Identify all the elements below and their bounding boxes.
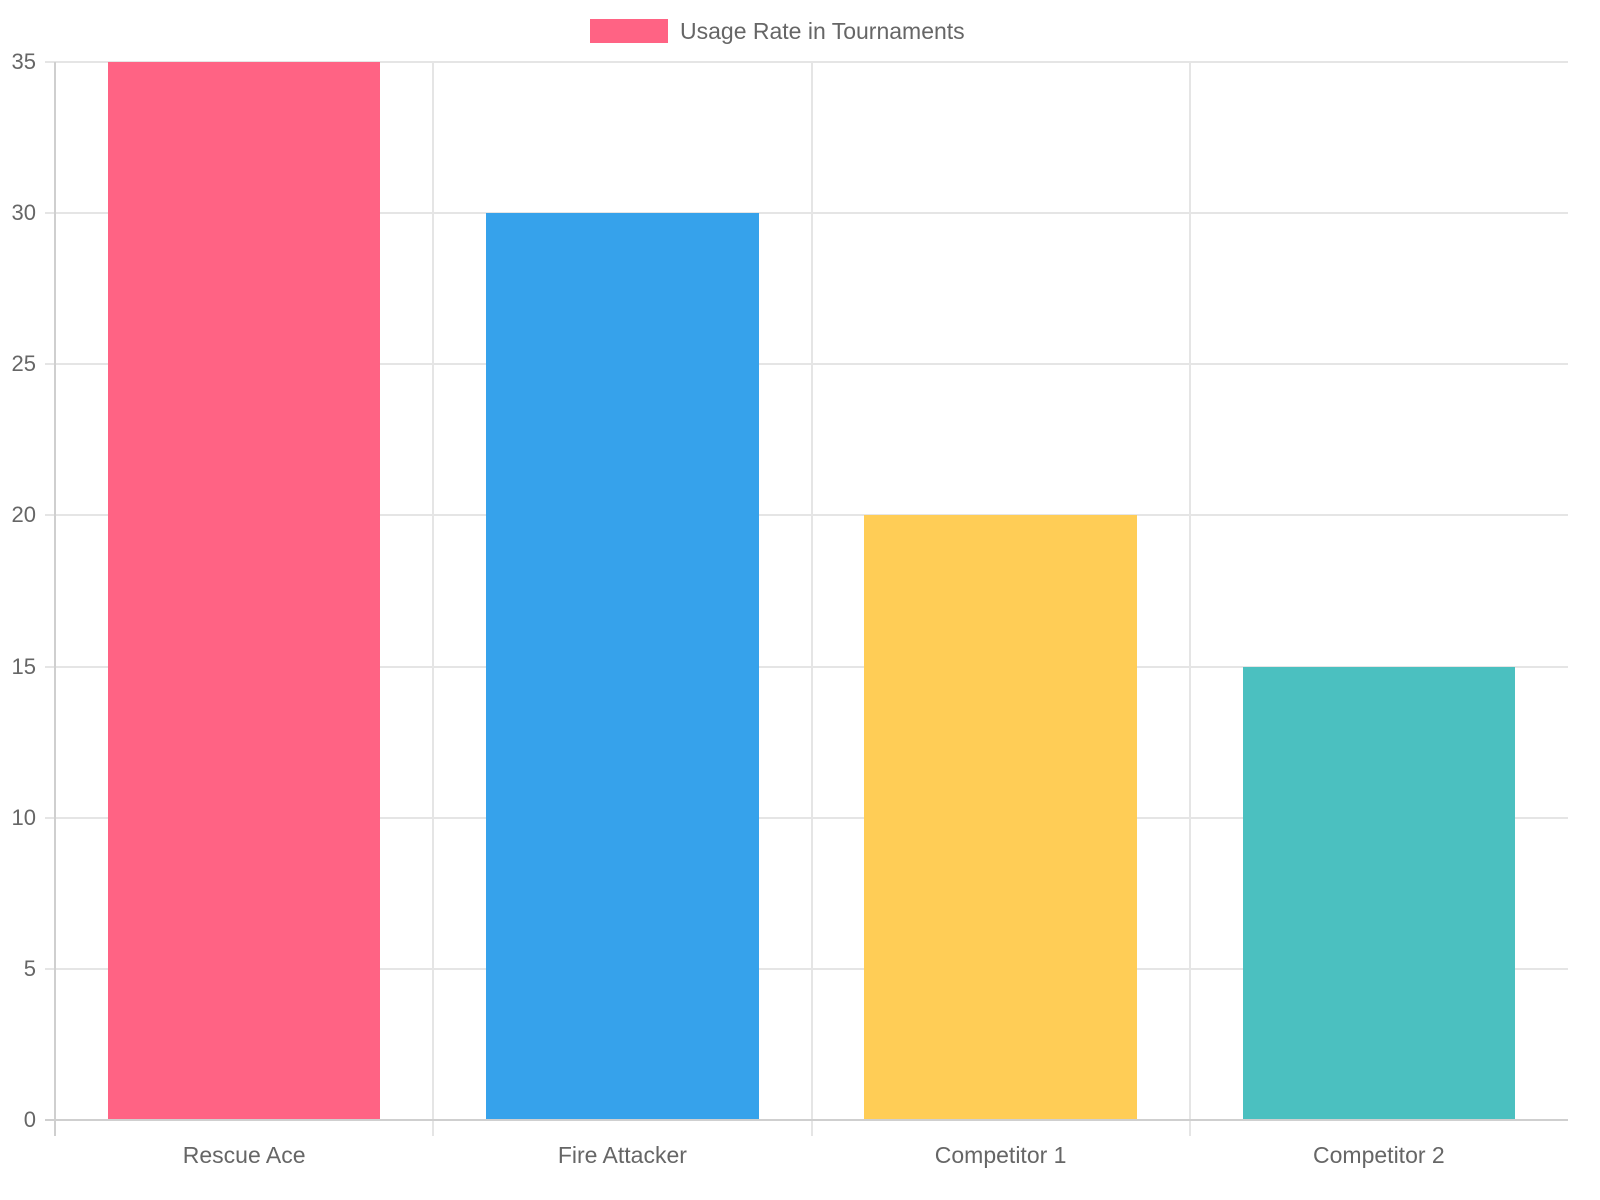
vertical-gridline — [1188, 62, 1191, 1136]
y-tick-label: 25 — [11, 351, 36, 377]
horizontal-gridline — [45, 363, 1568, 366]
x-axis-line — [45, 1119, 1568, 1121]
x-tick-label: Rescue Ace — [182, 1142, 306, 1168]
legend-swatch — [590, 19, 668, 43]
y-tick-label: 5 — [23, 955, 36, 981]
y-tick-label: 35 — [11, 49, 36, 74]
legend-label: Usage Rate in Tournaments — [680, 17, 965, 44]
vertical-gridline — [810, 62, 813, 1136]
horizontal-gridline — [45, 816, 1568, 819]
y-tick-label: 10 — [11, 804, 36, 830]
horizontal-gridline — [45, 61, 1568, 63]
bar-competitor-1[interactable] — [864, 515, 1137, 1120]
y-tick-label: 15 — [11, 653, 36, 679]
bar-fire-attacker[interactable] — [486, 213, 759, 1120]
horizontal-gridline — [45, 514, 1568, 517]
horizontal-gridline — [45, 212, 1568, 215]
x-tick-label: Competitor 1 — [934, 1142, 1067, 1168]
y-axis-line — [54, 62, 56, 1136]
bar-competitor-2[interactable] — [1242, 666, 1516, 1120]
y-tick-label: 0 — [23, 1107, 36, 1132]
y-tick-label: 20 — [11, 502, 36, 528]
vertical-gridline — [432, 62, 435, 1136]
legend[interactable]: Usage Rate in Tournaments — [590, 18, 965, 44]
horizontal-gridline — [45, 665, 1568, 668]
horizontal-gridline — [45, 967, 1568, 970]
x-tick-label: Competitor 2 — [1313, 1142, 1445, 1168]
x-tick-label: Fire Attacker — [557, 1142, 687, 1168]
y-tick-label: 30 — [11, 200, 36, 226]
bar-rescue-ace[interactable] — [107, 62, 381, 1120]
